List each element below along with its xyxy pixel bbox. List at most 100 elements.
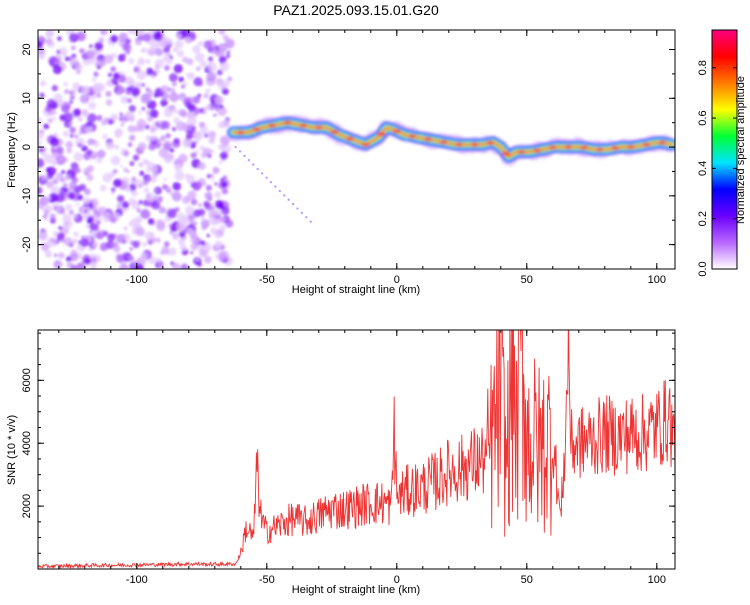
noise-blob [74, 152, 83, 161]
noise-blob [220, 224, 226, 230]
noise-blob [208, 57, 213, 62]
noise-blob [60, 178, 65, 183]
noise-blob [73, 214, 78, 219]
y-tick-label: -10 [21, 188, 33, 204]
signal-peak [455, 143, 463, 147]
signal-peak [440, 140, 448, 144]
noise-blob [100, 30, 104, 34]
signal-peak [596, 148, 604, 152]
x-tick-label: -50 [259, 574, 275, 586]
noise-blob [60, 47, 68, 55]
noise-blob [211, 48, 217, 54]
noise-blob [86, 225, 89, 228]
noise-blob [148, 143, 155, 150]
noise-blob [198, 41, 203, 46]
noise-blob [111, 191, 114, 194]
noise-blob [87, 150, 93, 156]
noise-blob [97, 150, 106, 159]
noise-blob [180, 244, 187, 251]
noise-blob [191, 236, 199, 244]
signal-peak [627, 145, 635, 149]
noise-blob [36, 49, 46, 59]
noise-blob [74, 134, 78, 138]
noise-blob [117, 91, 121, 95]
noise-blob [123, 253, 126, 256]
noise-blob [76, 69, 81, 74]
noise-blob [190, 116, 194, 120]
noise-blob [138, 142, 146, 150]
noise-blob [150, 237, 155, 242]
noise-blob [51, 148, 56, 153]
noise-blob [114, 145, 119, 150]
noise-blob [209, 217, 215, 223]
noise-blob [116, 234, 126, 244]
noise-blob [153, 32, 162, 41]
noise-blob [45, 250, 52, 257]
noise-blob [200, 241, 205, 246]
noise-blob [164, 53, 169, 58]
y-tick-label: -20 [21, 237, 33, 253]
colorbar-tick-label: 0.6 [697, 110, 709, 125]
noise-blob [167, 209, 177, 219]
noise-blob [35, 41, 43, 49]
signal-tail-dot [292, 203, 294, 205]
noise-blob [40, 93, 45, 98]
noise-blob [69, 210, 74, 215]
signal-peak [424, 137, 432, 141]
noise-blob [154, 94, 158, 98]
noise-blob [159, 207, 166, 214]
noise-blob [89, 44, 93, 48]
noise-blob [113, 179, 122, 188]
noise-blob [220, 217, 226, 223]
noise-blob [65, 56, 70, 61]
noise-blob [68, 192, 76, 200]
noise-blob [107, 233, 115, 241]
noise-blob [60, 262, 64, 266]
noise-blob [58, 252, 65, 259]
y-tick-label: 20 [21, 43, 33, 55]
x-tick-label: 50 [521, 574, 533, 586]
colorbar-label: Normalized spectral amplitude [735, 76, 747, 224]
signal-tail-dot [287, 199, 289, 201]
y-tick-label: 10 [21, 92, 33, 104]
noise-blob [134, 66, 141, 73]
noise-blob [142, 242, 147, 247]
noise-blob [96, 221, 100, 225]
noise-blob [214, 182, 217, 185]
noise-blob [162, 121, 170, 129]
noise-blob [190, 251, 193, 254]
noise-blob [211, 174, 214, 177]
noise-blob [172, 191, 182, 201]
noise-blob [93, 141, 100, 148]
noise-blob [196, 67, 200, 71]
noise-blob [196, 258, 199, 261]
noise-blob [146, 135, 153, 142]
signal-tail-dot [283, 194, 285, 196]
signal-peak [346, 137, 354, 141]
noise-blob [145, 59, 150, 64]
signal-tail-dot [279, 190, 281, 192]
noise-blob [160, 135, 165, 140]
noise-blob [210, 227, 217, 234]
noise-blob [64, 89, 69, 94]
noise-blob [156, 219, 165, 228]
noise-blob [46, 167, 51, 172]
noise-blob [172, 127, 176, 131]
x-tick-label: -50 [259, 274, 275, 286]
noise-blob [122, 201, 129, 208]
noise-blob [170, 56, 173, 59]
noise-blob [175, 171, 185, 181]
noise-blob [126, 114, 133, 121]
noise-blob [206, 88, 211, 93]
noise-blob [208, 131, 216, 139]
noise-blob [124, 227, 128, 231]
noise-blob [216, 215, 219, 218]
noise-blob [122, 53, 126, 57]
signal-tail-dot [296, 207, 298, 209]
noise-blob [46, 38, 53, 45]
signal-tail-dot [234, 146, 236, 148]
noise-blob [200, 60, 207, 67]
noise-blob [129, 247, 132, 250]
noise-blob [85, 50, 95, 60]
